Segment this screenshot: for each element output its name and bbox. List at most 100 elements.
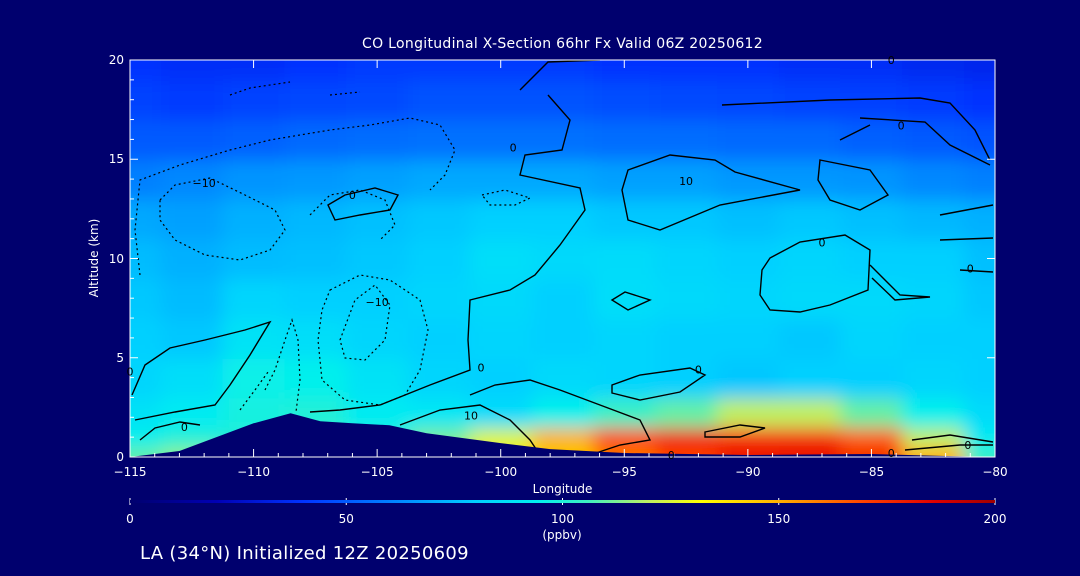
co-field-cell — [284, 79, 348, 121]
co-field-cell — [160, 79, 224, 121]
x-tick-label: −80 — [982, 465, 1008, 479]
contour-neg10-mid — [309, 189, 532, 406]
contour-labels: −10 −10 0 0 0 0 0 10 10 0 0 0 0 0 0 0 0 — [127, 54, 974, 462]
co-field-cell — [716, 198, 780, 240]
co-field-cell — [531, 278, 595, 320]
y-tick-label: 15 — [108, 152, 124, 167]
co-field-cell — [130, 159, 162, 200]
co-field-cell — [469, 397, 533, 429]
co-field-cell — [964, 238, 995, 280]
contour-zero-mid-right — [759, 204, 994, 313]
co-field-cell — [655, 60, 718, 81]
x-tick-label: −85 — [858, 465, 885, 479]
co-field-cell — [130, 60, 162, 81]
colorbar-tick-label: 0 — [126, 512, 134, 526]
co-field-cell — [346, 159, 410, 200]
terrain-silhouette — [130, 413, 995, 457]
y-tick-label: 20 — [108, 53, 124, 67]
co-field-cell — [222, 159, 286, 200]
co-field-cell — [716, 79, 780, 121]
co-field-cell — [130, 397, 162, 429]
co-field-cell — [346, 79, 410, 121]
co-field-cell — [222, 318, 286, 359]
co-field-cell — [346, 198, 410, 240]
contour-label: −10 — [366, 296, 389, 309]
co-field-cell — [655, 278, 718, 320]
co-field-cell — [531, 318, 595, 359]
contour-label: 0 — [888, 447, 895, 460]
co-field-cell — [408, 198, 471, 240]
y-tick-label: 0 — [116, 450, 124, 464]
co-field-cell — [902, 397, 966, 429]
co-field-cell — [160, 119, 224, 161]
co-field-cell — [469, 278, 533, 320]
co-field-cell — [531, 397, 595, 429]
colorbar-units: (ppbv) — [542, 528, 582, 542]
co-field-cell — [964, 159, 995, 200]
contour-label: −10 — [193, 177, 216, 190]
co-field-cell — [222, 198, 286, 240]
co-field-cell — [840, 238, 904, 280]
co-field-cell — [160, 238, 224, 280]
x-tick-label: −110 — [237, 465, 271, 479]
co-field-cell — [284, 119, 348, 161]
colorbar-tick-label: 50 — [338, 512, 354, 526]
co-field-cell — [902, 357, 966, 399]
co-field-cell — [593, 397, 657, 429]
co-field-cell — [469, 159, 533, 200]
co-field-cell — [408, 159, 471, 200]
co-field-cell — [284, 159, 348, 200]
co-field-cell — [778, 427, 842, 449]
co-field-cell — [902, 119, 966, 161]
co-field-cell — [716, 238, 780, 280]
co-field-cell — [964, 119, 995, 161]
co-field-cell — [964, 427, 995, 449]
contour-label: 0 — [510, 141, 517, 154]
co-field-cell — [778, 238, 842, 280]
contour-label: 0 — [349, 189, 356, 202]
co-field-cell — [130, 79, 162, 121]
co-field-cell — [408, 278, 471, 320]
co-field-cell — [716, 447, 780, 457]
co-field-cell — [840, 318, 904, 359]
co-field-cell — [778, 119, 842, 161]
co-field-cell — [716, 159, 780, 200]
co-field-cell — [964, 198, 995, 240]
co-field-cell — [130, 357, 162, 399]
co-field-cell — [716, 357, 780, 399]
co-field-cell — [964, 357, 995, 399]
contour-label: 0 — [477, 362, 484, 375]
co-field-cell — [222, 357, 286, 399]
co-field-cell — [840, 198, 904, 240]
colorbar — [130, 500, 995, 503]
co-field-cell — [902, 60, 966, 81]
colorbar-tick-label: 200 — [983, 512, 1007, 526]
x-tick-label: −100 — [484, 465, 518, 479]
y-axis-title: Altitude (km) — [87, 218, 101, 298]
co-field-cell — [408, 238, 471, 280]
co-field-cell — [130, 427, 162, 449]
co-field-cell — [778, 357, 842, 399]
co-field-cell — [593, 238, 657, 280]
contour-zero-left — [131, 320, 272, 441]
contour-neg-terrain — [239, 318, 301, 413]
co-field-cell — [469, 198, 533, 240]
co-field-cell — [346, 238, 410, 280]
co-field-cell — [284, 238, 348, 280]
co-field-cell — [593, 79, 657, 121]
co-field-cell — [902, 238, 966, 280]
contour-label: 10 — [464, 409, 478, 422]
co-field-cell — [346, 318, 410, 359]
contour-label: 0 — [819, 237, 826, 250]
co-field-cell — [655, 119, 718, 161]
co-field-cell — [346, 357, 410, 399]
co-field-cell — [469, 318, 533, 359]
co-field-cell — [964, 278, 995, 320]
co-field-cell — [346, 397, 410, 429]
co-field-cell — [130, 318, 162, 359]
contour-label: 0 — [668, 449, 675, 462]
chart-title: CO Longitudinal X-Section 66hr Fx Valid … — [362, 36, 763, 52]
axis-ticks — [129, 59, 996, 505]
co-field-cell — [593, 357, 657, 399]
